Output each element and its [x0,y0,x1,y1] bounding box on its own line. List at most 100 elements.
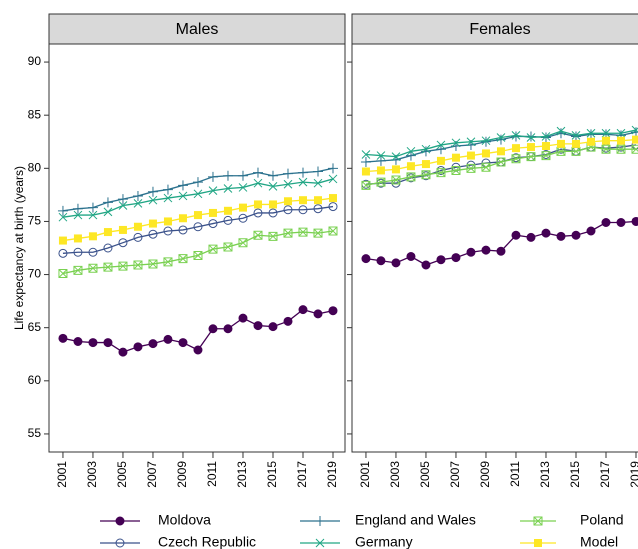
x-tick-label: 2003 [85,461,99,488]
marker [630,127,638,138]
marker [73,265,83,275]
x-tick-label: 2009 [478,461,492,488]
x-tick-label: 2009 [175,461,189,488]
marker [132,190,143,201]
marker [406,162,415,171]
marker [435,144,446,155]
marker [57,205,68,216]
marker [118,201,128,210]
marker [312,166,323,177]
marker [103,338,113,348]
marker [148,339,158,349]
marker [238,238,248,248]
marker [376,177,386,187]
x-tick-label: 2019 [325,461,339,488]
marker [556,231,566,241]
marker [495,134,506,145]
marker [193,189,203,199]
marker [451,253,461,263]
marker [586,137,595,146]
y-tick-label: 90 [28,54,42,68]
marker [268,200,277,209]
marker [391,258,401,268]
marker [147,186,158,197]
marker [222,170,233,181]
marker [163,217,172,226]
marker [631,144,638,154]
marker [511,144,520,153]
marker [223,206,232,215]
x-tick-label: 2005 [115,461,129,488]
marker [73,234,82,243]
marker [481,149,490,158]
marker [328,202,338,212]
y-tick-label: 65 [28,320,42,334]
marker [436,168,446,178]
marker [163,193,173,203]
marker [313,228,323,238]
marker [526,143,535,152]
marker [376,166,385,175]
marker [601,136,610,145]
marker [58,333,68,343]
marker [480,136,491,147]
marker [570,131,581,142]
marker [268,231,278,241]
marker [313,196,322,205]
marker [571,139,580,148]
marker [298,305,308,315]
marker [117,194,128,205]
marker [88,338,98,348]
marker [436,140,446,150]
marker [283,179,293,189]
marker [571,230,581,240]
marker [208,219,218,229]
marker [102,197,113,208]
panel-header [351,13,638,45]
marker [541,142,550,150]
marker [208,186,218,195]
marker [313,178,323,188]
marker [282,168,293,179]
series-line [62,205,334,254]
marker [148,259,158,269]
marker [540,132,551,143]
marker [361,150,371,159]
marker [133,232,143,242]
marker [223,242,233,252]
marker [133,260,143,270]
marker [253,230,263,240]
marker [178,254,188,264]
marker [103,228,112,237]
marker [421,260,431,270]
marker [207,171,218,182]
marker [481,245,491,255]
marker [541,228,551,238]
marker [361,167,370,176]
marker [421,160,430,169]
marker [541,132,551,141]
x-tick-label: 2001 [55,461,69,488]
marker [268,322,278,332]
marker [193,222,203,232]
marker [88,232,97,241]
marker [58,248,68,258]
marker [391,175,401,185]
marker [193,250,203,260]
marker [406,146,416,156]
y-tick-label: 55 [28,426,42,440]
marker [511,154,521,164]
marker [253,178,263,188]
marker [496,147,505,156]
marker [298,196,307,205]
marker [571,131,581,140]
marker [193,345,203,355]
panel-title: Females [469,21,530,38]
marker [511,131,521,140]
marker [556,139,565,148]
marker [361,180,371,190]
marker [436,156,445,165]
marker [88,247,98,257]
